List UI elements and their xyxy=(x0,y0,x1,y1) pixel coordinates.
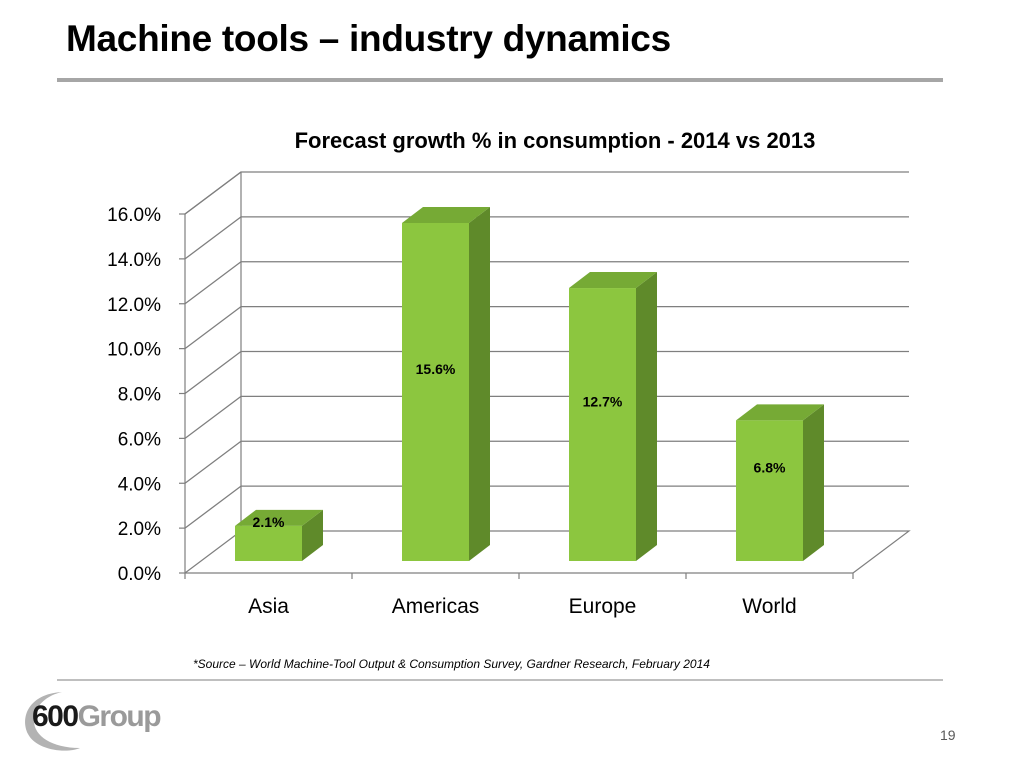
source-note: *Source – World Machine-Tool Output & Co… xyxy=(193,657,710,671)
x-tick-label: Asia xyxy=(248,595,289,618)
bar-asia xyxy=(235,525,302,561)
gridline xyxy=(184,395,909,439)
bar-top xyxy=(569,272,657,289)
bar-side xyxy=(469,206,490,561)
y-tick-label: 16.0% xyxy=(107,205,161,226)
y-tick-label: 12.0% xyxy=(107,295,161,316)
bar-world xyxy=(736,420,803,561)
data-label: 2.1% xyxy=(253,514,285,530)
bar-side xyxy=(302,509,323,561)
y-tick-label: 0.0% xyxy=(118,564,161,585)
y-tick-label: 6.0% xyxy=(118,429,161,450)
x-tick-label: Europe xyxy=(569,595,637,618)
x-tick-label: World xyxy=(742,595,796,618)
gridline xyxy=(184,440,909,484)
y-tick-label: 2.0% xyxy=(118,519,161,540)
bar-top xyxy=(402,206,490,223)
y-tick-label: 8.0% xyxy=(118,385,161,406)
gridline xyxy=(184,171,909,215)
gridline xyxy=(184,305,909,350)
gridline xyxy=(184,216,909,260)
x-tick-label: Americas xyxy=(392,595,480,618)
data-label: 15.6% xyxy=(416,361,456,377)
data-label: 12.7% xyxy=(583,394,623,410)
page-number: 19 xyxy=(940,727,956,743)
footer-rule xyxy=(57,679,943,681)
bar-side xyxy=(803,404,824,561)
gridline xyxy=(184,485,909,529)
logo-number: 600 xyxy=(32,700,79,733)
bar-americas xyxy=(402,222,469,561)
bar-top xyxy=(736,404,824,421)
y-tick-label: 14.0% xyxy=(107,250,161,271)
y-tick-label: 10.0% xyxy=(107,340,161,361)
company-logo xyxy=(25,692,80,751)
chart-title: Forecast growth % in consumption - 2014 … xyxy=(295,128,816,153)
slide-title: Machine tools – industry dynamics xyxy=(66,18,671,59)
bar-top xyxy=(235,509,323,526)
logo-word: Group xyxy=(77,700,162,733)
title-rule xyxy=(57,78,943,82)
bar-europe xyxy=(569,288,636,561)
bar-chart: Forecast growth % in consumption - 2014 … xyxy=(107,128,911,618)
company-logo-text: 600Group xyxy=(32,700,162,734)
data-label: 6.8% xyxy=(754,460,786,476)
gridline xyxy=(184,350,909,395)
gridline xyxy=(184,261,909,305)
bar-side xyxy=(636,272,657,561)
y-tick-label: 4.0% xyxy=(118,474,161,495)
